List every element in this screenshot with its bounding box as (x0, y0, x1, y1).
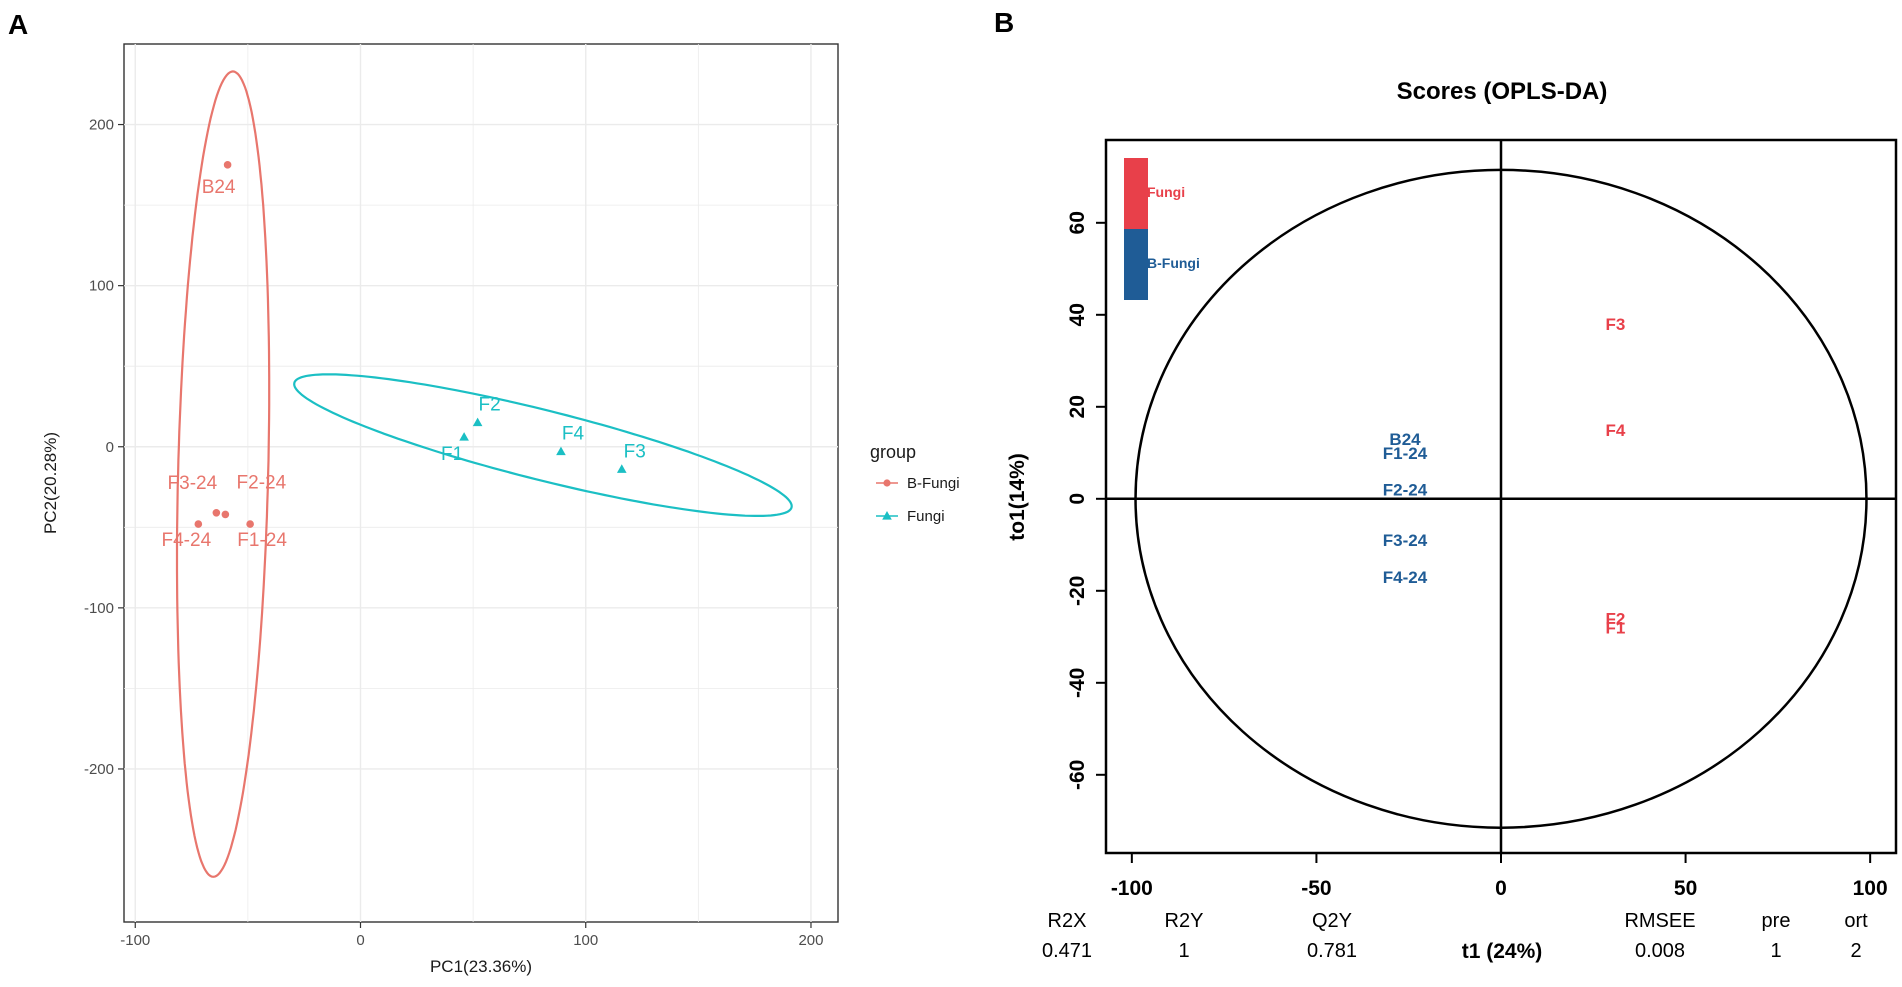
oplsda-y-tick-label: -60 (1066, 760, 1089, 790)
oplsda-point-f3-24: F3-24 (1383, 531, 1428, 550)
oplsda-y-tick-label: 20 (1066, 395, 1089, 418)
oplsda-x-tick-label: -50 (1301, 877, 1331, 900)
oplsda-point-f3: F3 (1606, 315, 1626, 334)
pca-y-axis-label: PC2(20.28%) (41, 432, 60, 534)
pca-point-f3 (616, 464, 627, 473)
pca-point-b24 (223, 161, 232, 169)
pca-point-f4 (556, 446, 566, 456)
pca-point-label-f1: F1 (441, 444, 463, 465)
oplsda-stat-value-r2y: 1 (1178, 940, 1189, 962)
pca-point-label-f1-24: F1-24 (237, 530, 287, 551)
oplsda-stat-value-pre: 1 (1770, 940, 1781, 962)
pca-legend: group B-Fungi Fungi (870, 442, 960, 525)
pca-y-tick-label: 0 (106, 439, 114, 456)
panel-b-label: B (994, 7, 1014, 38)
pca-legend-title: group (870, 442, 916, 462)
pca-point-f1-24 (246, 520, 254, 528)
pca-points: B24 F3-24 F2-24 F4-24 F1-24 F2 F1 F4 F3 (162, 161, 646, 551)
oplsda-y-tick-label: 0 (1066, 493, 1089, 505)
pca-point-label-f3: F3 (624, 441, 646, 462)
pca-point-f2 (472, 417, 483, 427)
oplsda-legend-swatch-b-fungi (1124, 229, 1148, 300)
pca-point-label-f3-24: F3-24 (168, 473, 218, 494)
pca-x-tick-label: 0 (356, 932, 364, 949)
panel-a-pca: A B24 F3-24 F2-24 F4-24 F1-24 F2 F1 F4 F3 -100 0 1… (8, 9, 960, 976)
pca-point-label-f2: F2 (479, 395, 501, 416)
pca-point-f2-24 (221, 510, 230, 519)
oplsda-point-f2: F2 (1606, 609, 1626, 628)
pca-point-f4-24 (194, 520, 203, 528)
oplsda-y-tick-label: -40 (1066, 668, 1089, 698)
pca-point-f3-24 (212, 509, 221, 517)
pca-y-tick-label: -200 (84, 761, 114, 778)
oplsda-y-tick-label: 60 (1066, 211, 1089, 234)
pca-ellipse-fungi (293, 373, 793, 517)
pca-x-axis-label: PC1(23.36%) (430, 957, 532, 976)
pca-legend-key-circle (883, 479, 891, 487)
pca-y-tick-label: 100 (89, 278, 114, 295)
pca-point-label-f4-24: F4-24 (162, 530, 212, 551)
pca-ellipses (175, 70, 793, 878)
oplsda-x-axis-label: t1 (24%) (1462, 940, 1543, 963)
oplsda-point-f4: F4 (1606, 421, 1626, 440)
oplsda-axis-ticks: -100 -50 0 50 100 -60 -40 -20 0 20 40 60 (1066, 211, 1888, 900)
panel-a-label: A (8, 9, 28, 40)
oplsda-x-tick-label: 100 (1853, 877, 1888, 900)
oplsda-point-f1: F1 (1606, 619, 1626, 638)
oplsda-x-tick-label: -100 (1111, 877, 1153, 900)
pca-point-label-f4: F4 (562, 424, 585, 445)
oplsda-point-f2-24: F2-24 (1383, 481, 1428, 500)
oplsda-point-f4-24: F4-24 (1383, 568, 1428, 587)
oplsda-stat-name-q2y: Q2Y (1312, 910, 1352, 932)
oplsda-stat-value-ort: 2 (1850, 940, 1861, 962)
oplsda-stats: R2X 0.471 R2Y 1 Q2Y 0.781 RMSEE 0.008 pre 1 ort 2 (1042, 910, 1868, 962)
oplsda-legend-label-b-fungi: B-Fungi (1147, 255, 1200, 271)
pca-point-f1 (459, 432, 469, 441)
pca-legend-key-triangle (882, 511, 892, 520)
oplsda-stat-name-ort: ort (1844, 910, 1868, 932)
pca-point-label-f2-24: F2-24 (237, 472, 287, 493)
pca-plot-panel (123, 43, 839, 923)
oplsda-x-tick-label: 0 (1495, 877, 1507, 900)
pca-point-label-b24: B24 (202, 177, 236, 198)
oplsda-legend-label-fungi: Fungi (1147, 184, 1185, 200)
oplsda-point-b24: B24 (1389, 430, 1421, 449)
oplsda-legend-swatch-fungi (1124, 158, 1148, 229)
pca-x-tick-label: 100 (573, 932, 598, 949)
pca-y-tick-label: -100 (84, 600, 114, 617)
oplsda-stat-value-q2y: 0.781 (1307, 940, 1357, 962)
pca-ellipse-b-fungi (175, 70, 271, 878)
oplsda-legend: Fungi B-Fungi (1124, 158, 1200, 300)
oplsda-stat-value-rmsee: 0.008 (1635, 940, 1685, 962)
oplsda-title: Scores (OPLS-DA) (1397, 78, 1608, 105)
oplsda-stat-name-pre: pre (1762, 910, 1791, 932)
pca-gridlines (124, 44, 838, 922)
oplsda-stat-name-r2x: R2X (1048, 910, 1087, 932)
oplsda-stat-name-rmsee: RMSEE (1624, 910, 1695, 932)
pca-legend-label-b-fungi: B-Fungi (907, 475, 960, 492)
oplsda-stat-name-r2y: R2Y (1165, 910, 1204, 932)
oplsda-stat-value-r2x: 0.471 (1042, 940, 1092, 962)
pca-axis-ticks: -100 0 100 200 -200 -100 0 100 200 (84, 117, 824, 949)
pca-legend-label-fungi: Fungi (907, 508, 945, 525)
oplsda-point-f1-24: F1-24 (1383, 444, 1428, 463)
oplsda-x-tick-label: 50 (1674, 877, 1697, 900)
pca-y-tick-label: 200 (89, 117, 114, 134)
oplsda-y-axis-label: to1(14%) (1006, 453, 1029, 541)
oplsda-y-tick-label: -20 (1066, 576, 1089, 606)
pca-x-tick-label: 200 (798, 932, 823, 949)
oplsda-axis-lines (1106, 140, 1896, 853)
oplsda-y-tick-label: 40 (1066, 303, 1089, 326)
pca-x-tick-label: -100 (120, 932, 150, 949)
